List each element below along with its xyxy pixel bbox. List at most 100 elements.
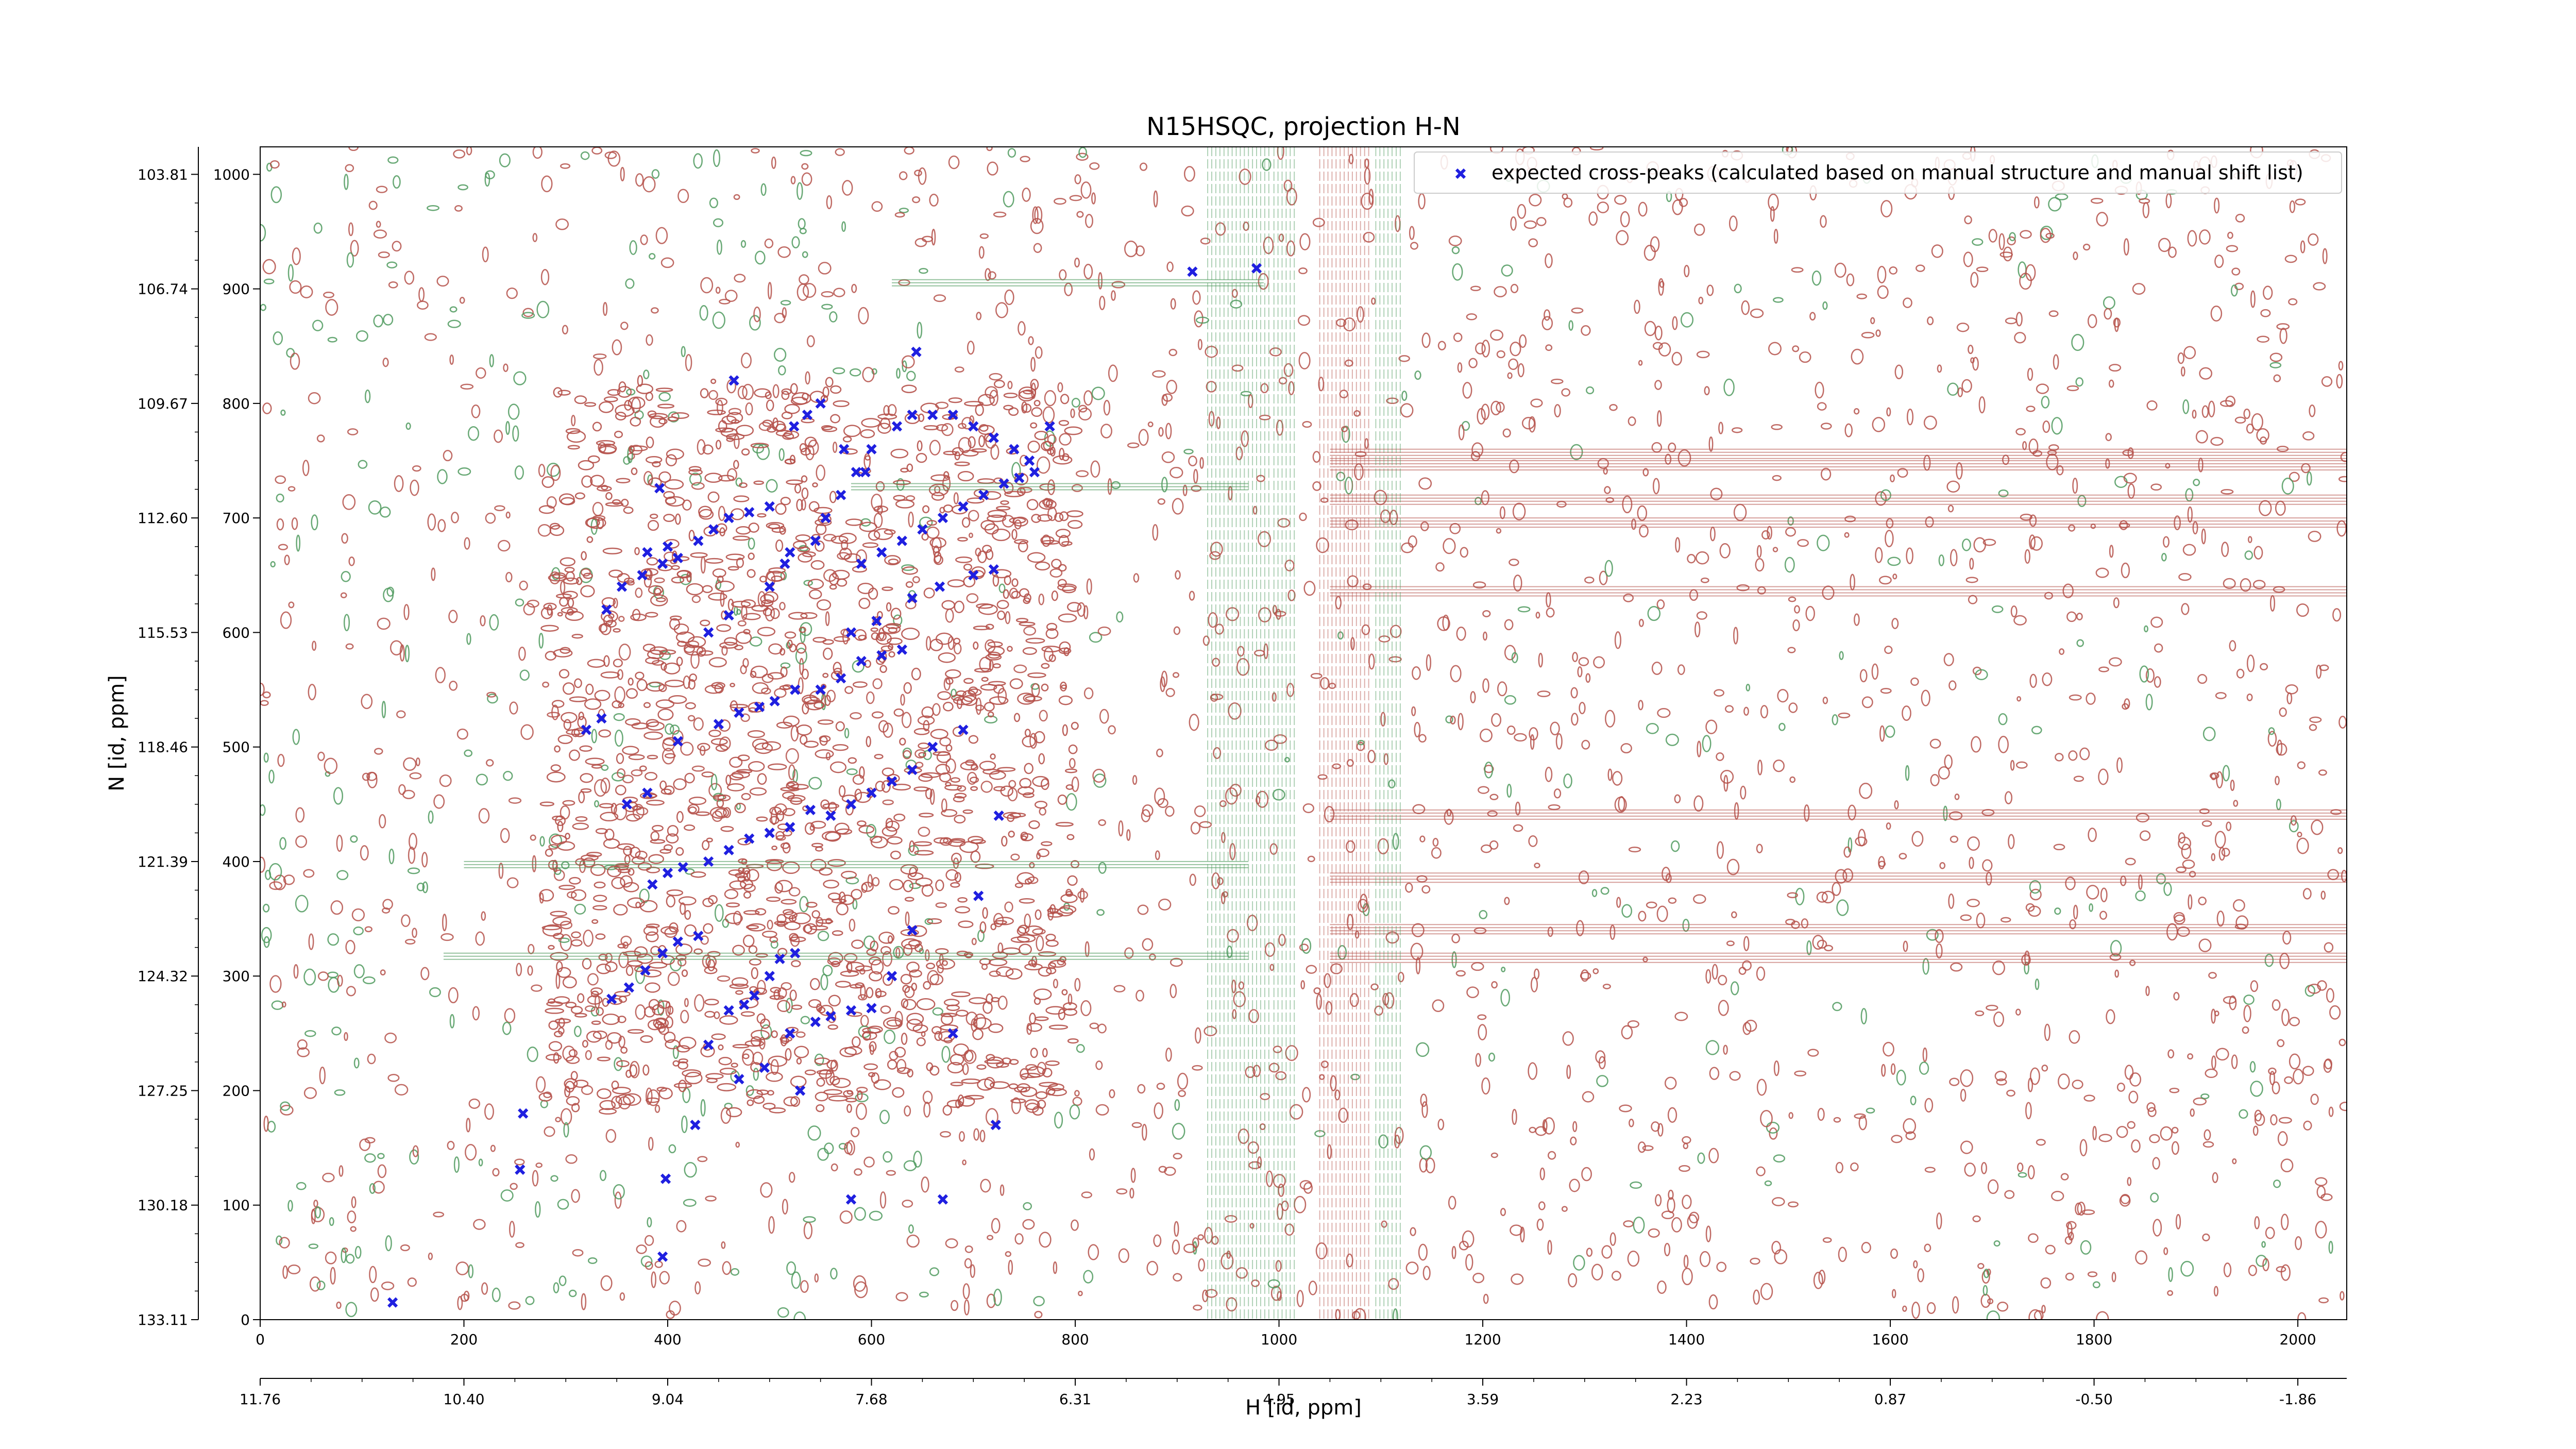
contour-blob xyxy=(662,748,675,765)
contour-blob xyxy=(1500,1208,1506,1217)
contour-blob xyxy=(2212,1172,2218,1183)
contour-blob xyxy=(336,834,343,852)
contour-blob xyxy=(1066,834,1075,840)
contour-blob xyxy=(1053,979,1058,989)
contour-blob xyxy=(512,425,519,442)
contour-blob xyxy=(481,911,486,921)
contour-blob xyxy=(1273,734,1287,744)
contour-blob xyxy=(1554,404,1561,418)
contour-blob xyxy=(2220,400,2233,407)
contour-blob xyxy=(1061,989,1068,996)
contour-blob xyxy=(2006,1089,2015,1097)
contour-blob xyxy=(822,965,833,976)
contour-blob xyxy=(762,419,773,427)
contour-blob xyxy=(979,1130,986,1142)
contour-blob xyxy=(2321,376,2333,387)
contour-blob xyxy=(923,750,932,761)
contour-blob xyxy=(1504,897,1510,905)
marker-stroke xyxy=(754,701,765,713)
contour-blob xyxy=(1924,1098,1934,1113)
contour-blob xyxy=(379,507,391,518)
contour-blob xyxy=(1118,1248,1129,1263)
contour-blob xyxy=(951,991,971,998)
contour-blob xyxy=(1731,911,1737,919)
contour-blob xyxy=(811,843,823,848)
contour-blob xyxy=(921,706,934,718)
contour-blob xyxy=(800,1016,810,1024)
contour-blob xyxy=(1693,795,1704,812)
contour-blob xyxy=(1523,220,1537,229)
contour-blob xyxy=(281,1001,286,1008)
contour-blob xyxy=(1131,1122,1142,1128)
contour-blob xyxy=(645,612,658,618)
contour-blob xyxy=(976,312,982,321)
contour-blob xyxy=(815,1091,828,1102)
contour-blob xyxy=(509,701,518,715)
contour-blob xyxy=(1851,348,1864,365)
contour-blob xyxy=(1219,800,1227,807)
contour-blob xyxy=(1839,651,1844,660)
contour-blob xyxy=(704,999,719,1006)
contour-blob xyxy=(686,583,704,596)
contour-blob xyxy=(777,246,791,258)
contour-blob xyxy=(1299,512,1307,521)
contour-blob xyxy=(791,960,801,968)
contour-blob xyxy=(934,837,949,844)
contour-blob xyxy=(698,650,714,656)
contour-blob xyxy=(877,423,891,434)
contour-blob xyxy=(2082,243,2091,251)
contour-blob xyxy=(505,571,513,583)
contour-blob xyxy=(1728,215,1738,231)
contour-blob xyxy=(901,1032,908,1045)
contour-blob xyxy=(262,691,271,699)
contour-blob xyxy=(978,246,985,259)
contour-blob xyxy=(992,951,1008,959)
contour-blob xyxy=(747,1099,754,1106)
contour-blob xyxy=(2109,657,2122,667)
marker-stroke xyxy=(790,948,801,958)
contour-blob xyxy=(380,969,386,975)
contour-blob xyxy=(843,553,861,563)
contour-blob xyxy=(650,594,668,606)
contour-blob xyxy=(866,948,877,956)
contour-blob xyxy=(611,1096,622,1109)
contour-blob xyxy=(409,833,417,850)
contour-blob xyxy=(1809,312,1816,321)
contour-blob xyxy=(1193,469,1198,484)
contour-blob xyxy=(951,694,965,701)
contour-blob xyxy=(805,444,815,461)
contour-blob xyxy=(689,473,702,486)
cross-peak-point xyxy=(759,1062,770,1073)
contour-blob xyxy=(929,440,941,456)
contour-blob xyxy=(1668,1189,1674,1200)
contour-blob xyxy=(547,712,561,718)
contour-blob xyxy=(1324,805,1335,823)
contour-blob xyxy=(887,1059,897,1070)
contour-blob xyxy=(471,404,481,418)
contour-blob xyxy=(346,252,354,268)
contour-blob xyxy=(1677,664,1685,675)
contour-blob xyxy=(542,681,550,688)
contour-blob xyxy=(1975,669,1988,680)
contour-blob xyxy=(549,525,565,536)
contour-blob xyxy=(918,167,927,185)
contour-blob xyxy=(2187,506,2193,523)
contour-blob xyxy=(757,627,776,636)
marker-stroke xyxy=(642,547,653,558)
marker-stroke xyxy=(866,1003,877,1014)
contour-blob xyxy=(1910,1096,1917,1106)
contour-blob xyxy=(506,287,518,299)
contour-blob xyxy=(2195,430,2208,444)
contour-blob xyxy=(2338,476,2347,482)
contour-blob xyxy=(788,764,795,780)
contour-blob xyxy=(892,1087,905,1098)
contour-blob xyxy=(2055,193,2069,200)
contour-blob xyxy=(1045,500,1053,508)
contour-blob xyxy=(830,414,841,424)
contour-blob xyxy=(1860,1008,1867,1025)
contour-blob xyxy=(1734,283,1742,294)
contour-blob xyxy=(1972,357,1979,371)
contour-blob xyxy=(1058,535,1070,547)
cross-peak-point xyxy=(739,999,750,1010)
contour-blob xyxy=(844,1141,853,1155)
